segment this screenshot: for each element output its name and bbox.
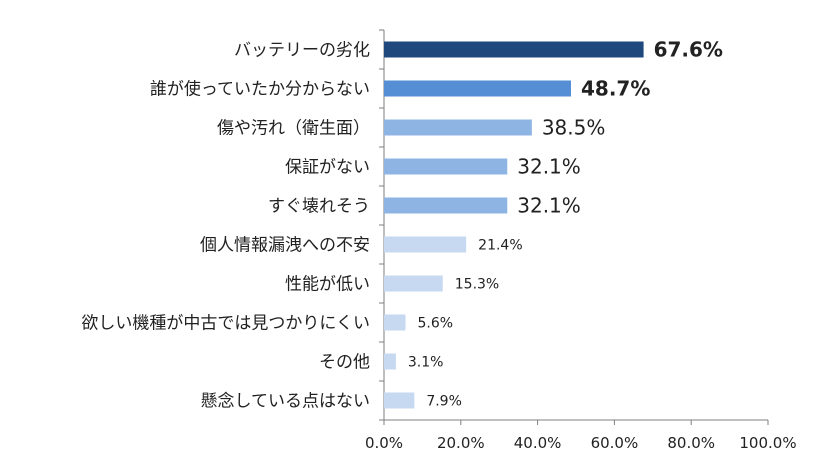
bar	[384, 353, 396, 370]
category-label: すぐ壊れそう	[268, 197, 370, 217]
category-label: 欲しい機種が中古では見つかりにくい	[81, 314, 370, 334]
data-label: 7.9%	[426, 394, 462, 410]
data-label: 15.3%	[455, 277, 499, 293]
data-label: 32.1%	[517, 194, 581, 218]
category-label: 性能が低い	[285, 275, 370, 295]
bar	[384, 197, 508, 214]
category-label: その他	[319, 353, 370, 373]
category-label: バッテリーの劣化	[234, 41, 370, 61]
x-tick-label: 20.0%	[437, 434, 485, 452]
bar	[384, 236, 467, 253]
category-label: 誰が使っていたか分からない	[150, 79, 370, 100]
x-tick-label: 0.0%	[365, 434, 403, 452]
category-label: 保証がない	[285, 158, 370, 178]
bar	[384, 314, 406, 331]
data-label: 21.4%	[478, 238, 522, 254]
data-label: 48.7%	[581, 77, 650, 101]
category-label: 個人情報漏洩への不安	[200, 236, 370, 256]
data-label: 5.6%	[418, 316, 454, 332]
data-label: 3.1%	[408, 355, 444, 371]
x-tick-label: 40.0%	[514, 434, 562, 452]
bar	[384, 80, 572, 97]
x-tick-label: 60.0%	[591, 434, 639, 452]
bar	[384, 275, 443, 292]
category-label: 懸念している点はない	[201, 391, 371, 412]
category-label: 傷や汚れ（衛生面）	[217, 119, 370, 139]
data-label: 38.5%	[542, 116, 606, 140]
bar	[384, 119, 532, 136]
bar	[384, 392, 415, 409]
x-tick-label: 100.0%	[739, 434, 796, 452]
data-label: 32.1%	[517, 155, 581, 179]
bar	[384, 41, 644, 58]
bar	[384, 158, 508, 175]
data-label: 67.6%	[654, 38, 723, 62]
x-tick-label: 80.0%	[667, 434, 715, 452]
